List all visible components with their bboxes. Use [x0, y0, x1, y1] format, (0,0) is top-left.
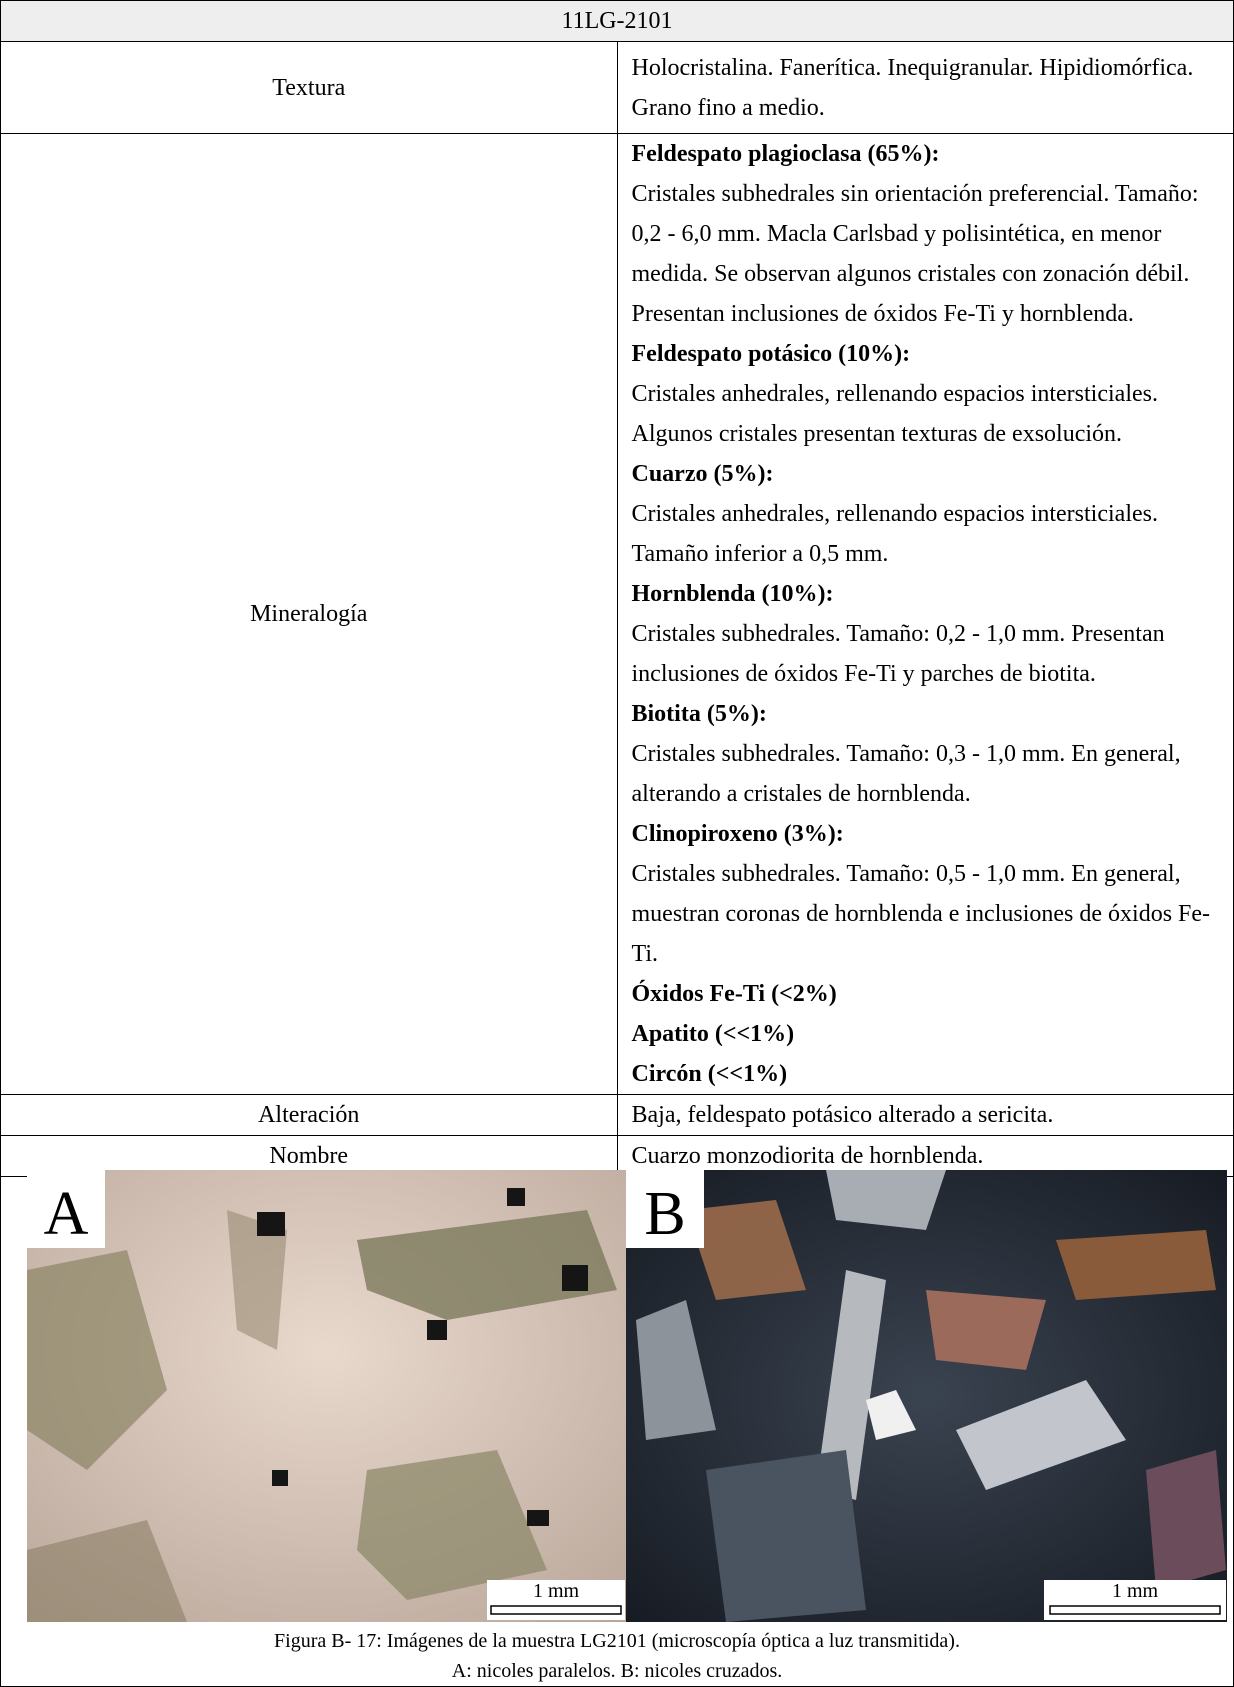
row-text: Baja, feldespato potásico alterado a ser…	[616, 1094, 1233, 1136]
mineral-name: Cuarzo (5%):	[631, 461, 774, 487]
panel-label: A	[44, 1180, 89, 1248]
table-title: 11LG-2101	[1, 1, 1233, 42]
mineral-description: Cristales anhedrales, rellenando espacio…	[631, 381, 1158, 447]
mineral-name: Feldespato potásico (10%):	[631, 341, 911, 367]
row-label: Mineralogía	[1, 133, 618, 1095]
mineral-description: Cristales subhedrales. Tamaño: 0,5 - 1,0…	[631, 861, 1211, 967]
panel-b: B 1 mm	[626, 1170, 1227, 1622]
row-text: Holocristalina. Fanerítica. Inequigranul…	[616, 41, 1233, 134]
caption-line: A: nicoles paralelos. B: nicoles cruzado…	[451, 1660, 783, 1682]
micrographs: A 1 mm B 1 mm	[27, 1170, 1227, 1622]
mineral-name: Apatito (<<1%)	[631, 1021, 795, 1047]
panel-label: B	[644, 1180, 685, 1248]
mineral-name: Hornblenda (10%):	[631, 581, 834, 607]
mineral-name: Circón (<<1%)	[631, 1061, 788, 1087]
mineral-description: Cristales subhedrales. Tamaño: 0,2 - 1,0…	[631, 621, 1165, 687]
mineral-name: Feldespato plagioclasa (65%):	[631, 141, 940, 167]
mineral-name: Óxidos Fe-Ti (<2%)	[631, 981, 837, 1007]
mineral-description: Cristales subhedrales sin orientación pr…	[631, 181, 1199, 327]
mineral-name: Biotita (5%):	[631, 701, 767, 727]
scale-bar-label: 1 mm	[1112, 1580, 1159, 1602]
petrography-table: 11LG-2101 Textura Holocristalina. Fanerít…	[1, 1, 1233, 1177]
panel-a: A 1 mm	[27, 1170, 626, 1622]
caption-line: Figura B- 17: Imágenes de la muestra LG2…	[274, 1630, 960, 1652]
mineral-name: Clinopiroxeno (3%):	[631, 821, 844, 847]
scale-bar-label: 1 mm	[533, 1580, 580, 1602]
mineral-description: Cristales subhedrales. Tamaño: 0,3 - 1,0…	[631, 741, 1181, 807]
mineral-description: Cristales anhedrales, rellenando espacio…	[631, 501, 1158, 567]
row-label: Alteración	[1, 1094, 618, 1136]
figure-caption: Figura B- 17: Imágenes de la muestra LG2…	[1, 1626, 1233, 1686]
mineral-list: Feldespato plagioclasa (65%): Cristales s…	[616, 133, 1233, 1095]
row-label: Textura	[1, 41, 618, 134]
